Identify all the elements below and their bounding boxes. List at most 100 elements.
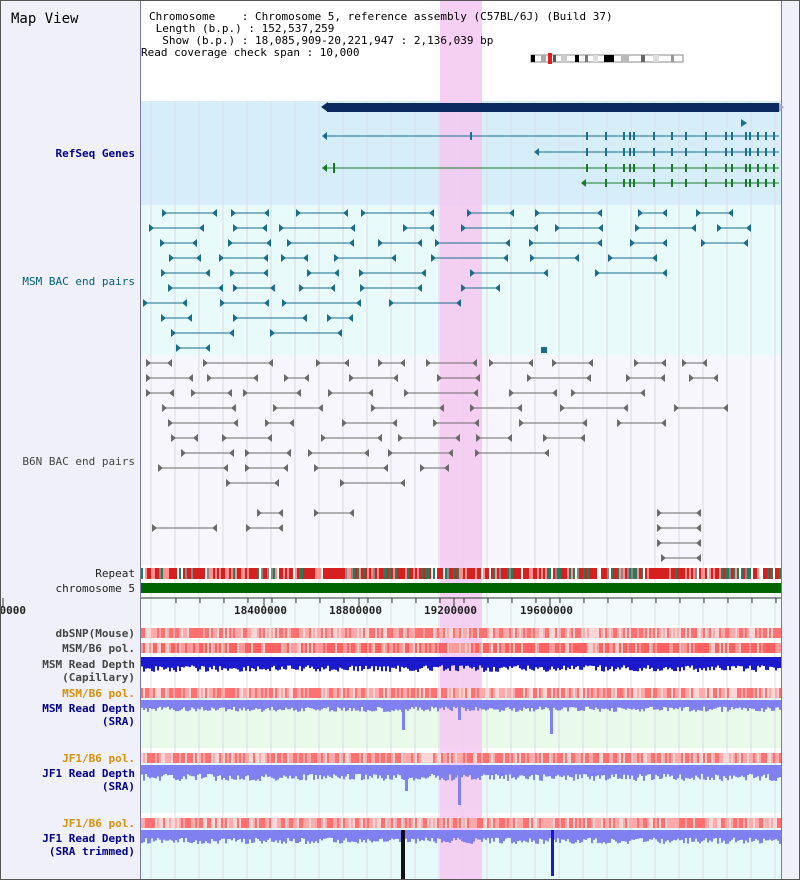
msm-pol-strip: [759, 643, 761, 653]
jf1-depth-sra: [415, 765, 417, 779]
msm-pol-strip: [523, 643, 525, 653]
msm-bac-end: [555, 224, 560, 232]
msm-bac-end: [541, 347, 547, 353]
msm-bac-end: [287, 239, 292, 247]
msm-depth-capillary: [723, 657, 725, 671]
msm-depth-capillary: [163, 657, 165, 670]
repeat-segment: [427, 568, 429, 579]
repeat-segment: [377, 568, 379, 579]
jf1-depth-sra: [581, 765, 583, 779]
msm-depth-sra: [729, 700, 731, 710]
msm-depth-sra: [391, 700, 393, 711]
jf1-pol-strip-2: [293, 818, 295, 828]
msm-depth-capillary: [565, 657, 567, 671]
refseq-exon: [731, 148, 733, 156]
jf1-pol-strip-2: [519, 818, 521, 828]
msm-depth-sra: [397, 700, 399, 711]
msm-depth-sra: [521, 700, 523, 711]
msm-pol-strip-2: [431, 688, 433, 698]
msm-depth-sra: [723, 700, 725, 707]
jf1-pol-strip-2: [737, 818, 739, 828]
jf1-pol-strip: [499, 753, 501, 763]
jf1-depth-trimmed: [425, 830, 427, 838]
msm-depth-sra: [295, 700, 297, 710]
jf1-depth-sra: [187, 765, 189, 775]
msm-depth-capillary: [543, 657, 545, 670]
msm-pol-strip: [471, 643, 473, 653]
msm-bac-end: [691, 224, 696, 232]
refseq-exon: [629, 179, 631, 187]
msm-pol-strip-2: [151, 688, 153, 698]
repeat-segment: [549, 568, 551, 579]
jf1-pol-strip-2: [727, 818, 729, 828]
jf1-depth-trimmed: [599, 830, 601, 843]
msm-depth-sra: [603, 700, 605, 709]
msm-depth-sra: [259, 700, 261, 709]
repeat-segment: [237, 568, 239, 579]
msm-depth-capillary: [147, 657, 149, 669]
msm-depth-capillary: [407, 657, 409, 669]
jf1-pol-strip: [651, 753, 653, 763]
msm-bac-end: [168, 284, 173, 292]
jf1-depth-sra: [285, 765, 287, 777]
jf1-depth-sra: [469, 765, 471, 776]
jf1-pol-strip-2: [589, 818, 591, 828]
msm-depth-capillary: [577, 657, 579, 667]
jf1-pol-strip-2: [725, 818, 727, 828]
msm-depth-capillary: [745, 657, 747, 669]
refseq-exon: [586, 132, 588, 140]
msm-pol-strip-2: [181, 688, 183, 698]
msm-depth-capillary: [353, 657, 355, 671]
jf1-pol-strip: [409, 753, 411, 763]
jf1-pol-strip-2: [171, 818, 173, 828]
msm-bac-end: [495, 284, 500, 292]
jf1-depth-sra: [409, 765, 411, 778]
msm-depth-sra: [573, 700, 575, 708]
refseq-exon: [623, 179, 625, 187]
jf1-pol-strip-2: [651, 818, 653, 828]
msm-depth-sra: [763, 700, 765, 712]
msm-pol-strip: [315, 643, 317, 653]
msm-depth-sra: [417, 700, 419, 711]
track-label-refseq[interactable]: RefSeq Genes: [55, 147, 135, 160]
track-label-msm-bac[interactable]: MSM BAC end pairs: [22, 275, 135, 288]
msm-depth-capillary: [743, 657, 745, 672]
jf1-depth-sra: [663, 765, 665, 774]
jf1-depth-trimmed: [601, 830, 603, 844]
jf1-pol-strip: [631, 753, 633, 763]
jf1-depth-sra: [165, 765, 167, 774]
track-label-b6n-bac[interactable]: B6N BAC end pairs: [22, 455, 135, 468]
msm-pol-strip: [243, 643, 245, 653]
repeat-segment: [779, 568, 781, 579]
repeat-segment: [387, 568, 389, 579]
jf1-pol-strip: [175, 753, 177, 763]
jf1-pol-strip: [757, 753, 759, 763]
msm-pol-strip-2: [541, 688, 543, 698]
jf1-pol-strip: [599, 753, 601, 763]
msm-depth-sra: [725, 700, 727, 708]
msm-pol-strip-2: [507, 688, 509, 698]
msm-pol-strip: [537, 643, 539, 653]
jf1-pol-strip: [297, 753, 299, 763]
repeat-segment: [439, 568, 441, 579]
msm-pol-strip-2: [217, 688, 219, 698]
msm-depth-capillary: [281, 657, 283, 667]
jf1-depth-sra: [197, 765, 199, 775]
jf1-pol-strip-2: [547, 818, 549, 828]
repeat-segment: [221, 568, 223, 579]
msm-depth-sra: [439, 700, 441, 709]
jf1-pol-strip: [613, 753, 615, 763]
jf1-pol-strip-2: [237, 818, 239, 828]
msm-depth-sra: [697, 700, 699, 710]
msm-pol-strip-2: [695, 688, 697, 698]
b6n-bac-end: [364, 449, 369, 457]
msm-pol-strip: [553, 643, 555, 653]
jf1-depth-sra: [355, 765, 357, 775]
msm-pol-strip: [515, 643, 517, 653]
msm-depth-sra: [487, 700, 489, 710]
jf1-pol-strip: [389, 753, 391, 763]
repeat-segment: [431, 568, 433, 579]
msm-depth-capillary: [265, 657, 267, 671]
jf1-pol-strip: [457, 753, 459, 763]
